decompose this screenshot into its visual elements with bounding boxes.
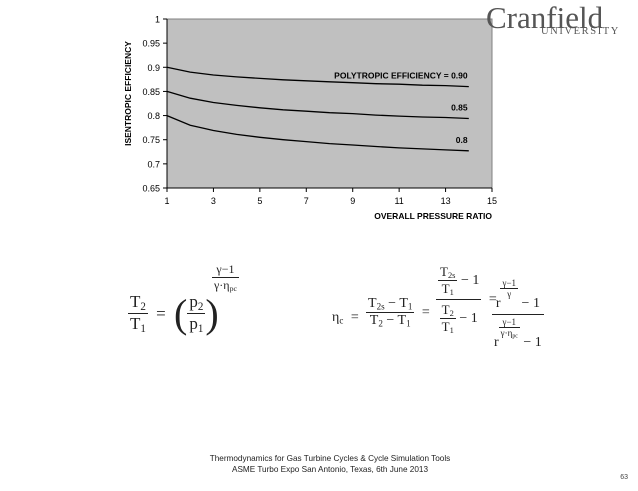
x-tick-label: 11 [394,196,403,206]
x-tick-label: 9 [350,196,355,206]
slide-footer: Thermodynamics for Gas Turbine Cycles & … [140,453,520,475]
y-tick-label: 0.7 [147,159,160,169]
equals-sign-2: = [421,304,430,320]
y-tick-label: 0.75 [142,135,160,145]
eta-c: ηc [332,310,344,326]
y-tick-label: 0.95 [142,39,160,49]
pressure-ratio: p2 p1 [187,292,206,335]
y-tick-label: 1 [155,15,160,25]
x-tick-label: 1 [164,196,169,206]
footer-event: ASME Turbo Expo San Antonio, Texas, 6th … [231,465,429,474]
equals-sign-3: = [488,291,497,307]
exponent-numerator: γ−1 [212,262,239,278]
y-tick-label: 0.65 [142,184,160,194]
temperature-difference-fraction: T2s − T1 T2 − T1 [366,296,415,329]
series-label-2: 0.8 [456,135,468,145]
y-axis-label: ISENTROPIC EFFICIENCY [123,41,133,146]
series-label-0: POLYTROPIC EFFICIENCY = 0.90 [334,71,468,81]
logo-wordmark: Cranfield [486,0,604,35]
y-tick-label: 0.8 [147,111,160,121]
y-tick-label: 0.9 [147,63,160,73]
x-axis-label: OVERALL PRESSURE RATIO [374,211,492,221]
y-tick-label: 0.85 [142,87,160,97]
x-tick-label: 15 [487,196,497,206]
right-paren: ) [205,291,219,336]
left-paren: ( [174,291,188,336]
series-line-2 [166,114,469,152]
cranfield-logo: Cranfield UNIVERSITY [486,0,636,42]
plot-area [166,18,493,189]
equals-sign: = [156,303,166,323]
pressure-ratio-fraction: r γ−1 γ − 1 r γ−1 γ·ηpc − 1 [492,278,544,350]
series-label-1: 0.85 [451,102,468,112]
x-tick-label: 5 [257,196,262,206]
series-line-0 [166,66,469,88]
x-tick-label: 13 [441,196,451,206]
temperature-ratio-fraction: T2s T1 − 1 T2 T1 − 1 [436,264,482,335]
x-tick-label: 3 [211,196,216,206]
series-line-1 [166,90,469,120]
equals-sign-1: = [350,310,359,325]
exponent-denominator: γ·ηpc [214,278,237,293]
temperature-ratio: T2 T1 [128,292,148,335]
logo-university: UNIVERSITY [541,26,620,37]
page-number: 63 [620,474,628,481]
exponent-fraction: γ−1 γ·ηpc [212,262,239,293]
x-tick-label: 7 [304,196,309,206]
footer-title: Thermodynamics for Gas Turbine Cycles & … [209,454,451,463]
